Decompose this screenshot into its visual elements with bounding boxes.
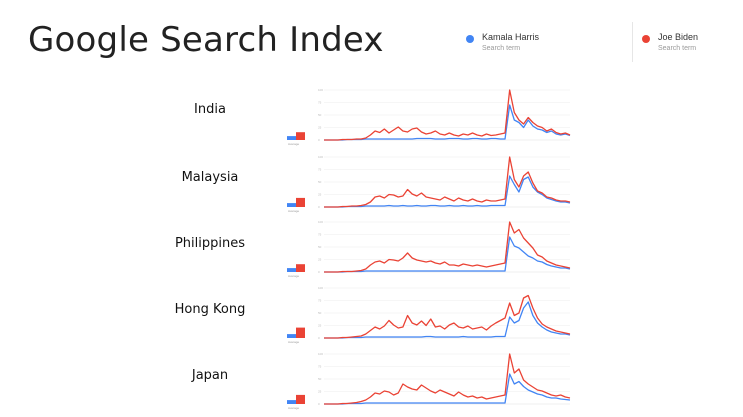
y-tick-india-3: 25: [318, 126, 322, 130]
legend-sub-harris: Search term: [482, 45, 521, 52]
series-line-harris-hong-kong: [324, 301, 571, 339]
legend-divider: [632, 22, 633, 62]
average-label-philippines: Average: [288, 274, 299, 278]
y-tick-philippines-2: 50: [318, 245, 322, 249]
country-label-hong-kong: Hong Kong: [174, 302, 246, 317]
y-tick-hong-kong-3: 25: [318, 324, 322, 328]
series-line-harris-india: [324, 104, 571, 141]
chart-panel-philippines: Average 100 75 50 25 0: [284, 220, 574, 280]
series-line-harris-japan: [324, 373, 571, 405]
y-tick-hong-kong-2: 50: [318, 311, 322, 315]
y-tick-malaysia-1: 75: [318, 168, 322, 172]
y-tick-malaysia-4: 0: [318, 205, 320, 209]
y-tick-india-1: 75: [318, 101, 322, 105]
y-tick-japan-1: 75: [318, 365, 322, 369]
country-label-india: India: [194, 102, 226, 117]
chart-panel-india: Average 100 75 50 25 0: [284, 88, 574, 148]
average-bar-biden-india: [296, 132, 305, 140]
trend-chart-malaysia: Average 100 75 50 25 0: [287, 155, 571, 213]
y-tick-philippines-3: 25: [318, 258, 322, 262]
series-line-biden-japan: [324, 353, 571, 405]
chart-panel-japan: Average 100 75 50 25 0: [284, 352, 574, 412]
country-label-malaysia: Malaysia: [181, 170, 239, 185]
series-line-biden-india: [324, 89, 571, 141]
average-label-malaysia: Average: [288, 209, 299, 213]
biden-dot-icon: [642, 35, 650, 43]
y-tick-japan-4: 0: [318, 402, 320, 406]
y-tick-malaysia-0: 100: [318, 155, 323, 159]
average-bar-harris-japan: [287, 400, 296, 404]
y-tick-japan-0: 100: [318, 352, 323, 356]
y-tick-hong-kong-0: 100: [318, 286, 323, 290]
legend-sub-biden: Search term: [658, 45, 697, 52]
legend-term-biden: Joe Biden: [658, 32, 699, 42]
y-tick-hong-kong-1: 75: [318, 299, 322, 303]
country-label-japan: Japan: [191, 368, 229, 383]
y-tick-japan-2: 50: [318, 377, 322, 381]
y-tick-india-2: 50: [318, 113, 322, 117]
trend-chart-hong-kong: Average 100 75 50 25 0: [287, 286, 571, 344]
trend-chart-philippines: Average 100 75 50 25 0: [287, 220, 571, 278]
series-line-harris-philippines: [324, 236, 571, 273]
y-tick-india-0: 100: [318, 88, 323, 92]
average-bar-biden-hong-kong: [296, 327, 305, 338]
y-tick-philippines-4: 0: [318, 270, 320, 274]
average-bar-harris-malaysia: [287, 203, 296, 207]
average-label-hong-kong: Average: [288, 340, 299, 344]
legend-term-harris: Kamala Harris: [482, 32, 540, 42]
average-bar-harris-india: [287, 136, 296, 140]
slide-title: Google Search Index: [28, 20, 384, 60]
y-tick-india-4: 0: [318, 138, 320, 142]
average-bar-harris-philippines: [287, 268, 296, 272]
y-tick-malaysia-3: 25: [318, 193, 322, 197]
average-label-india: Average: [288, 142, 299, 146]
average-bar-biden-malaysia: [296, 197, 305, 207]
y-tick-malaysia-2: 50: [318, 180, 322, 184]
y-tick-philippines-0: 100: [318, 220, 323, 224]
y-tick-philippines-1: 75: [318, 233, 322, 237]
country-label-philippines: Philippines: [174, 236, 246, 251]
series-line-harris-malaysia: [324, 175, 571, 208]
series-line-biden-malaysia: [324, 156, 571, 208]
y-tick-japan-3: 25: [318, 390, 322, 394]
average-bar-biden-japan: [296, 394, 305, 404]
chart-panel-hong-kong: Average 100 75 50 25 0: [284, 286, 574, 346]
harris-dot-icon: [466, 35, 474, 43]
average-bar-biden-philippines: [296, 264, 305, 272]
average-bar-harris-hong-kong: [287, 334, 296, 338]
trend-chart-japan: Average 100 75 50 25 0: [287, 352, 571, 410]
trend-chart-india: Average 100 75 50 25 0: [287, 88, 571, 146]
y-tick-hong-kong-4: 0: [318, 336, 320, 340]
series-line-biden-philippines: [324, 221, 571, 273]
average-label-japan: Average: [288, 406, 299, 410]
series-line-biden-hong-kong: [324, 294, 571, 339]
chart-panel-malaysia: Average 100 75 50 25 0: [284, 155, 574, 215]
